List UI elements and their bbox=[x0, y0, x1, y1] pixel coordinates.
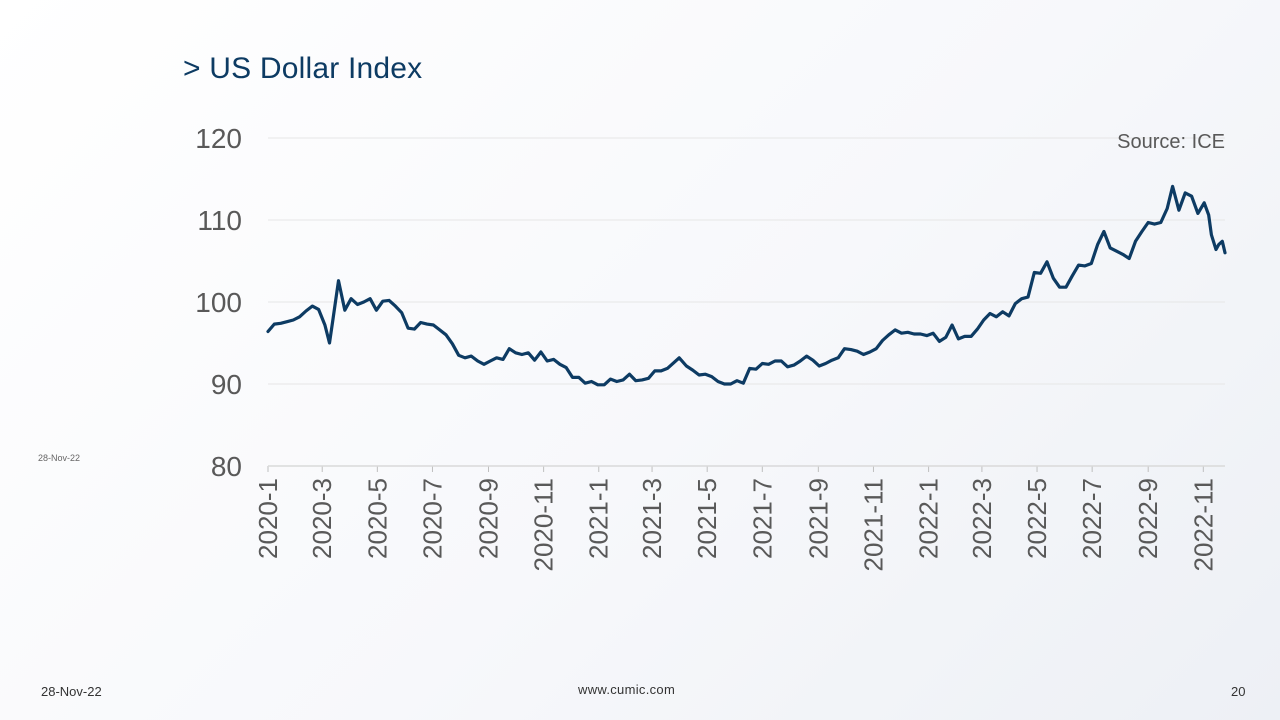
side-date-label: 28-Nov-22 bbox=[38, 453, 81, 463]
x-tick-label: 2020-5 bbox=[362, 478, 392, 559]
x-tick-label: 2020-7 bbox=[417, 478, 447, 559]
x-tick-label: 2020-1 bbox=[253, 478, 283, 559]
x-tick-label: 2022-5 bbox=[1022, 478, 1052, 559]
x-tick-label: 2022-3 bbox=[967, 478, 997, 559]
x-tick-label: 2022-11 bbox=[1188, 478, 1218, 572]
x-axis-ticks: 2020-1 2020-3 2020-5 2020-7 2020-9 2020-11 202… bbox=[253, 466, 1218, 572]
grid-lines bbox=[268, 137, 1225, 385]
y-tick-label: 120 bbox=[195, 123, 242, 154]
series-line-dollar-index bbox=[266, 184, 1227, 387]
x-tick-label: 2020-11 bbox=[529, 478, 559, 572]
x-tick-label: 2021-7 bbox=[747, 478, 777, 559]
y-tick-label: 110 bbox=[197, 205, 242, 236]
footer-date: 28-Nov-22 bbox=[41, 684, 102, 699]
y-tick-label: 90 bbox=[211, 369, 242, 400]
footer-website: www.cumic.com bbox=[578, 682, 676, 697]
x-tick-label: 2021-5 bbox=[692, 478, 722, 559]
x-tick-label: 2021-3 bbox=[637, 478, 667, 559]
y-tick-label: 80 bbox=[211, 451, 242, 482]
x-tick-label: 2020-3 bbox=[307, 478, 337, 559]
source-label: Source: ICE bbox=[1117, 131, 1225, 153]
x-tick-label: 2020-9 bbox=[473, 478, 503, 559]
y-axis-ticks: 80 90 100 110 120 bbox=[195, 123, 242, 482]
x-tick-label: 2022-9 bbox=[1133, 478, 1163, 559]
page-title: > US Dollar Index bbox=[183, 52, 423, 85]
x-tick-label: 2021-11 bbox=[858, 478, 888, 572]
page-number: 20 bbox=[1231, 684, 1246, 699]
y-tick-label: 100 bbox=[195, 287, 242, 318]
x-tick-label: 2022-1 bbox=[914, 478, 944, 559]
x-tick-label: 2022-7 bbox=[1077, 478, 1107, 559]
x-tick-label: 2021-9 bbox=[803, 478, 833, 559]
x-tick-label: 2021-1 bbox=[584, 478, 614, 559]
